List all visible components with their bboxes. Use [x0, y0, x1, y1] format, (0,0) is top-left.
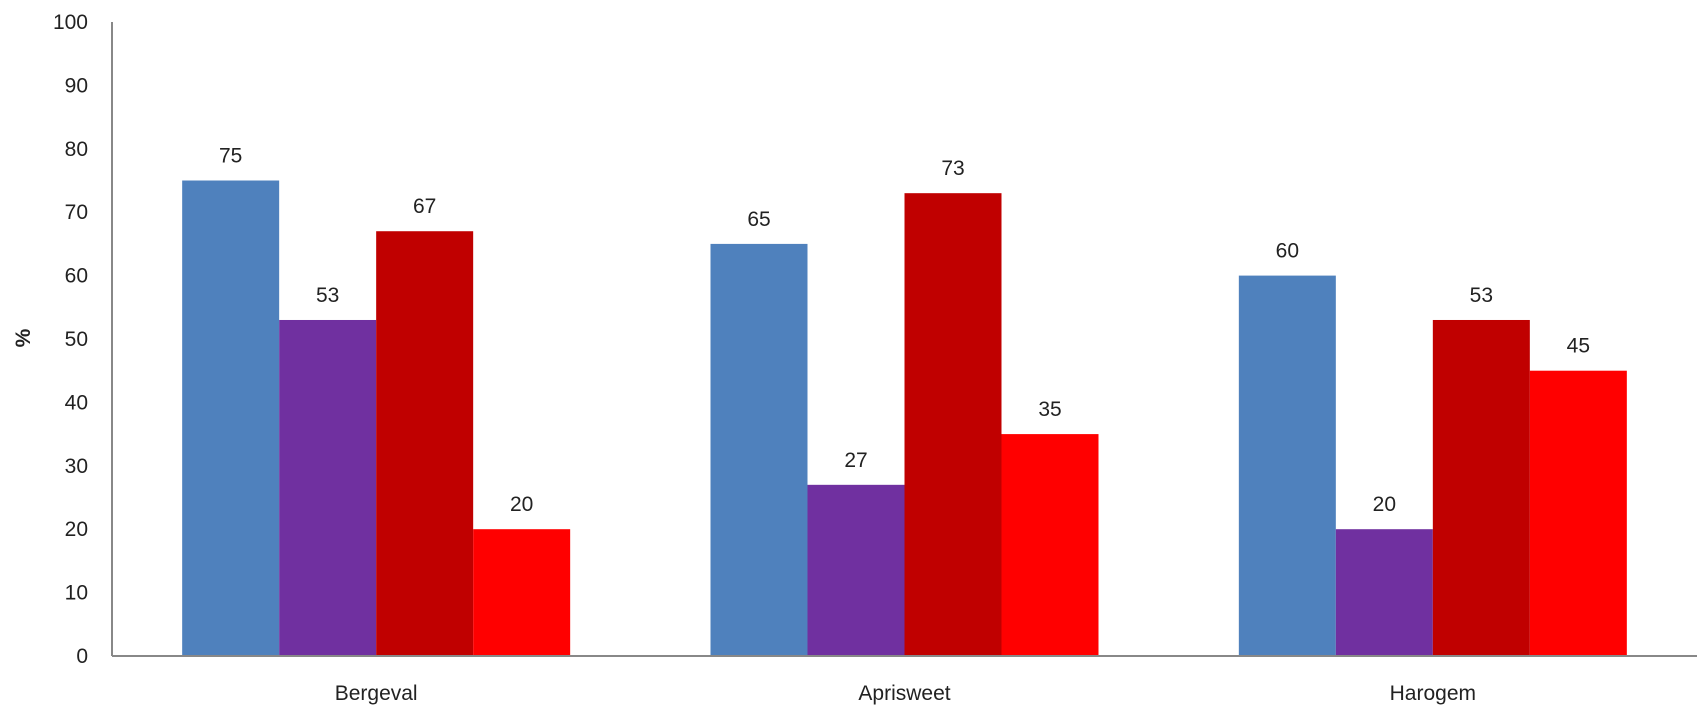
bar [904, 193, 1002, 656]
y-axis-title: % [12, 328, 35, 347]
y-tick-label: 0 [76, 645, 88, 668]
y-tick-label: 10 [65, 582, 88, 605]
data-label: 65 [747, 208, 770, 231]
bars [182, 180, 1627, 656]
y-tick-label: 80 [65, 138, 88, 161]
y-tick-label: 60 [65, 265, 88, 288]
data-label: 20 [1373, 493, 1396, 516]
data-label: 67 [413, 195, 436, 218]
y-axis-ticks: 0 10 20 30 40 50 60 70 80 90 100 [53, 11, 88, 668]
data-label: 73 [941, 157, 964, 180]
bar [1529, 370, 1627, 656]
y-tick-label: 40 [65, 391, 88, 414]
category-label: Bergeval [335, 682, 418, 705]
bar [473, 529, 571, 656]
y-tick-label: 90 [65, 74, 88, 97]
data-label: 60 [1276, 240, 1299, 263]
category-label: Aprisweet [858, 682, 950, 705]
category-label: Harogem [1390, 682, 1476, 705]
y-tick-label: 70 [65, 201, 88, 224]
bar [376, 231, 474, 656]
bar [1335, 529, 1433, 656]
data-label: 75 [219, 145, 242, 168]
bar [1432, 319, 1530, 656]
y-tick-label: 50 [65, 328, 88, 351]
data-label: 45 [1567, 335, 1590, 358]
data-labels: 75 53 67 20 65 27 73 35 60 20 53 45 [219, 145, 1590, 517]
data-label: 20 [510, 493, 533, 516]
data-label: 27 [844, 449, 867, 472]
y-tick-label: 100 [53, 11, 88, 34]
category-labels: Bergeval Aprisweet Harogem [335, 682, 1476, 705]
bar [710, 243, 808, 656]
bar [807, 484, 905, 656]
data-label: 35 [1038, 398, 1061, 421]
y-tick-label: 30 [65, 455, 88, 478]
bar [1001, 434, 1099, 656]
data-label: 53 [1470, 284, 1493, 307]
bar [182, 180, 280, 656]
bar [279, 319, 377, 656]
data-label: 53 [316, 284, 339, 307]
y-tick-label: 20 [65, 518, 88, 541]
bar [1238, 275, 1336, 656]
